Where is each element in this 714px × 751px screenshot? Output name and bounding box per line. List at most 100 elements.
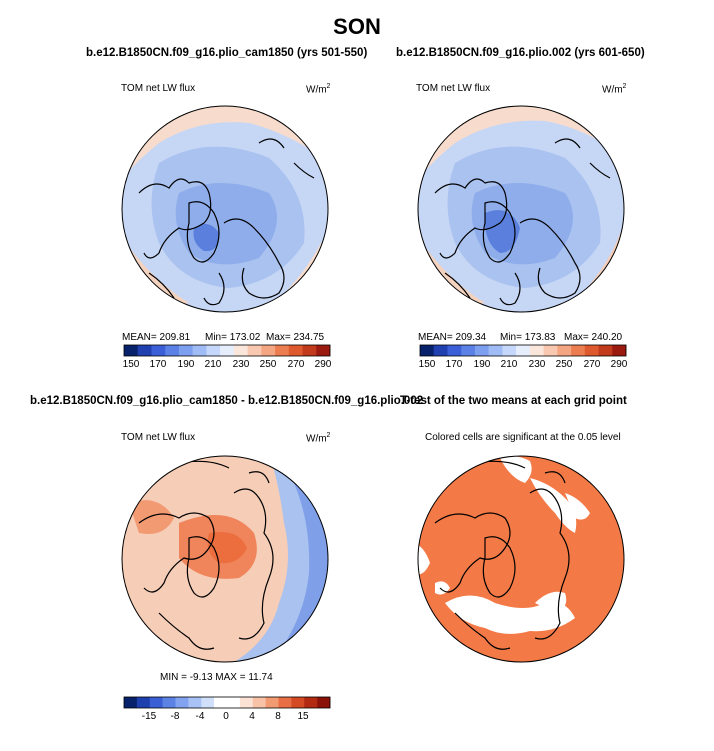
- exp-units-label: W/m2: [602, 83, 627, 96]
- ctrl-panel-title: b.e12.B1850CN.f09_g16.plio_cam1850 (yrs …: [86, 47, 368, 59]
- exp-variable-label: TOM net LW flux: [416, 83, 491, 94]
- colorbar-swatch: [124, 697, 138, 708]
- colorbar-tick-label: 4: [249, 711, 255, 722]
- colorbar-tick-label: -4: [195, 711, 205, 722]
- colorbar-swatch: [175, 697, 189, 708]
- colorbar-tick-label: 8: [275, 711, 281, 722]
- colorbar-tick-label: 270: [583, 359, 601, 370]
- colorbar-swatch: [261, 345, 276, 356]
- colorbar-swatch: [124, 345, 139, 356]
- colorbar-swatch: [543, 345, 558, 356]
- colorbar-tick-label: 290: [610, 359, 628, 370]
- ctrl-peach-region-north: [122, 106, 328, 183]
- colorbar-outline: [123, 344, 331, 357]
- exp-max-value: Max= 240.20: [564, 332, 623, 343]
- ttest-subtitle: Colored cells are significant at the 0.0…: [425, 432, 621, 443]
- ctrl-mean-value: MEAN= 209.81: [122, 332, 191, 343]
- colorbar-tick-label: 210: [204, 359, 222, 370]
- diff-coastlines: [138, 460, 274, 650]
- colorbar-swatch: [304, 697, 318, 708]
- colorbar-tick-label: -8: [170, 711, 180, 722]
- ctrl-greenland-minimum: [193, 224, 219, 252]
- colorbar-swatch: [488, 345, 503, 356]
- colorbar-tick-label: 150: [122, 359, 140, 370]
- ctrl-min-value: Min= 173.02: [205, 332, 261, 343]
- ttest-significant-area: [418, 456, 624, 662]
- colorbar-swatch: [433, 345, 448, 356]
- diff-polar-map: [121, 455, 329, 663]
- colorbar-tick-label: 210: [500, 359, 518, 370]
- ctrl-map-border: [121, 105, 329, 313]
- colorbar-outline: [123, 696, 331, 709]
- ctrl-polar-map: [121, 105, 329, 313]
- exp-mean-value: MEAN= 209.34: [418, 332, 487, 343]
- colorbar-swatch: [316, 345, 331, 356]
- colorbar-swatch: [529, 345, 544, 356]
- colorbar-swatch: [612, 345, 627, 356]
- colorbar-tick-label: 250: [555, 359, 573, 370]
- ttest-coastlines: [434, 460, 570, 650]
- ttest-map-border: [417, 455, 625, 663]
- colorbar-swatch: [557, 345, 572, 356]
- colorbar-swatch: [149, 697, 163, 708]
- exp-colorbar: [419, 344, 627, 357]
- ttest-polar-map: [417, 455, 625, 663]
- colorbar-tick-label: 0: [223, 711, 229, 722]
- exp-polar-map: [417, 105, 625, 313]
- colorbar-swatch: [288, 345, 303, 356]
- exp-panel-title: b.e12.B1850CN.f09_g16.plio.002 (yrs 601-…: [396, 47, 645, 59]
- colorbar-tick-label: 250: [259, 359, 277, 370]
- colorbar-swatch: [214, 697, 228, 708]
- colorbar-swatch: [247, 345, 262, 356]
- exp-map-border: [417, 105, 625, 313]
- colorbar-swatch: [227, 697, 241, 708]
- exp-greenland-minimum: [484, 210, 520, 253]
- colorbar-swatch: [571, 345, 586, 356]
- ctrl-colorbar: [123, 344, 331, 357]
- colorbar-swatch: [239, 697, 254, 708]
- ctrl-coastlines: [138, 138, 315, 306]
- colorbar-swatch: [584, 345, 599, 356]
- colorbar-swatch: [220, 345, 235, 356]
- colorbar-swatch: [278, 697, 292, 708]
- colorbar-swatch: [461, 345, 476, 356]
- colorbar-tick-label: -15: [141, 711, 157, 722]
- colorbar-swatch: [317, 697, 331, 708]
- colorbar-swatch: [201, 697, 215, 708]
- colorbar-swatch: [502, 345, 517, 356]
- colorbar-swatch: [447, 345, 462, 356]
- colorbar-swatch: [302, 345, 317, 356]
- colorbar-swatch: [474, 345, 489, 356]
- diff-colorbar: [123, 696, 331, 709]
- colorbar-swatch: [178, 345, 193, 356]
- colorbar-outline: [419, 344, 627, 357]
- colorbar-swatch: [420, 345, 435, 356]
- colorbar-swatch: [206, 345, 221, 356]
- ctrl-units-label: W/m2: [306, 83, 331, 96]
- diff-minmax-value: MIN = -9.13 MAX = 11.74: [160, 672, 273, 683]
- colorbar-swatch: [136, 697, 151, 708]
- colorbar-swatch: [516, 345, 531, 356]
- exp-min-value: Min= 173.83: [500, 332, 556, 343]
- colorbar-tick-label: 230: [528, 359, 546, 370]
- colorbar-swatch: [137, 345, 152, 356]
- colorbar-tick-label: 230: [232, 359, 250, 370]
- ctrl-variable-label: TOM net LW flux: [121, 83, 196, 94]
- colorbar-tick-label: 190: [177, 359, 195, 370]
- colorbar-tick-label: 170: [149, 359, 167, 370]
- colorbar-swatch: [165, 345, 180, 356]
- colorbar-swatch: [151, 345, 166, 356]
- colorbar-tick-label: 270: [287, 359, 305, 370]
- colorbar-swatch: [598, 345, 613, 356]
- colorbar-tick-label: 15: [297, 711, 309, 722]
- colorbar-swatch: [192, 345, 207, 356]
- colorbar-tick-label: 150: [418, 359, 436, 370]
- colorbar-swatch: [275, 345, 290, 356]
- diff-map-border: [121, 455, 329, 663]
- ctrl-max-value: Max= 234.75: [266, 332, 325, 343]
- colorbar-swatch: [233, 345, 248, 356]
- colorbar-swatch: [265, 697, 279, 708]
- exp-peach-region-north: [418, 106, 624, 183]
- colorbar-swatch: [162, 697, 176, 708]
- colorbar-tick-label: 190: [473, 359, 491, 370]
